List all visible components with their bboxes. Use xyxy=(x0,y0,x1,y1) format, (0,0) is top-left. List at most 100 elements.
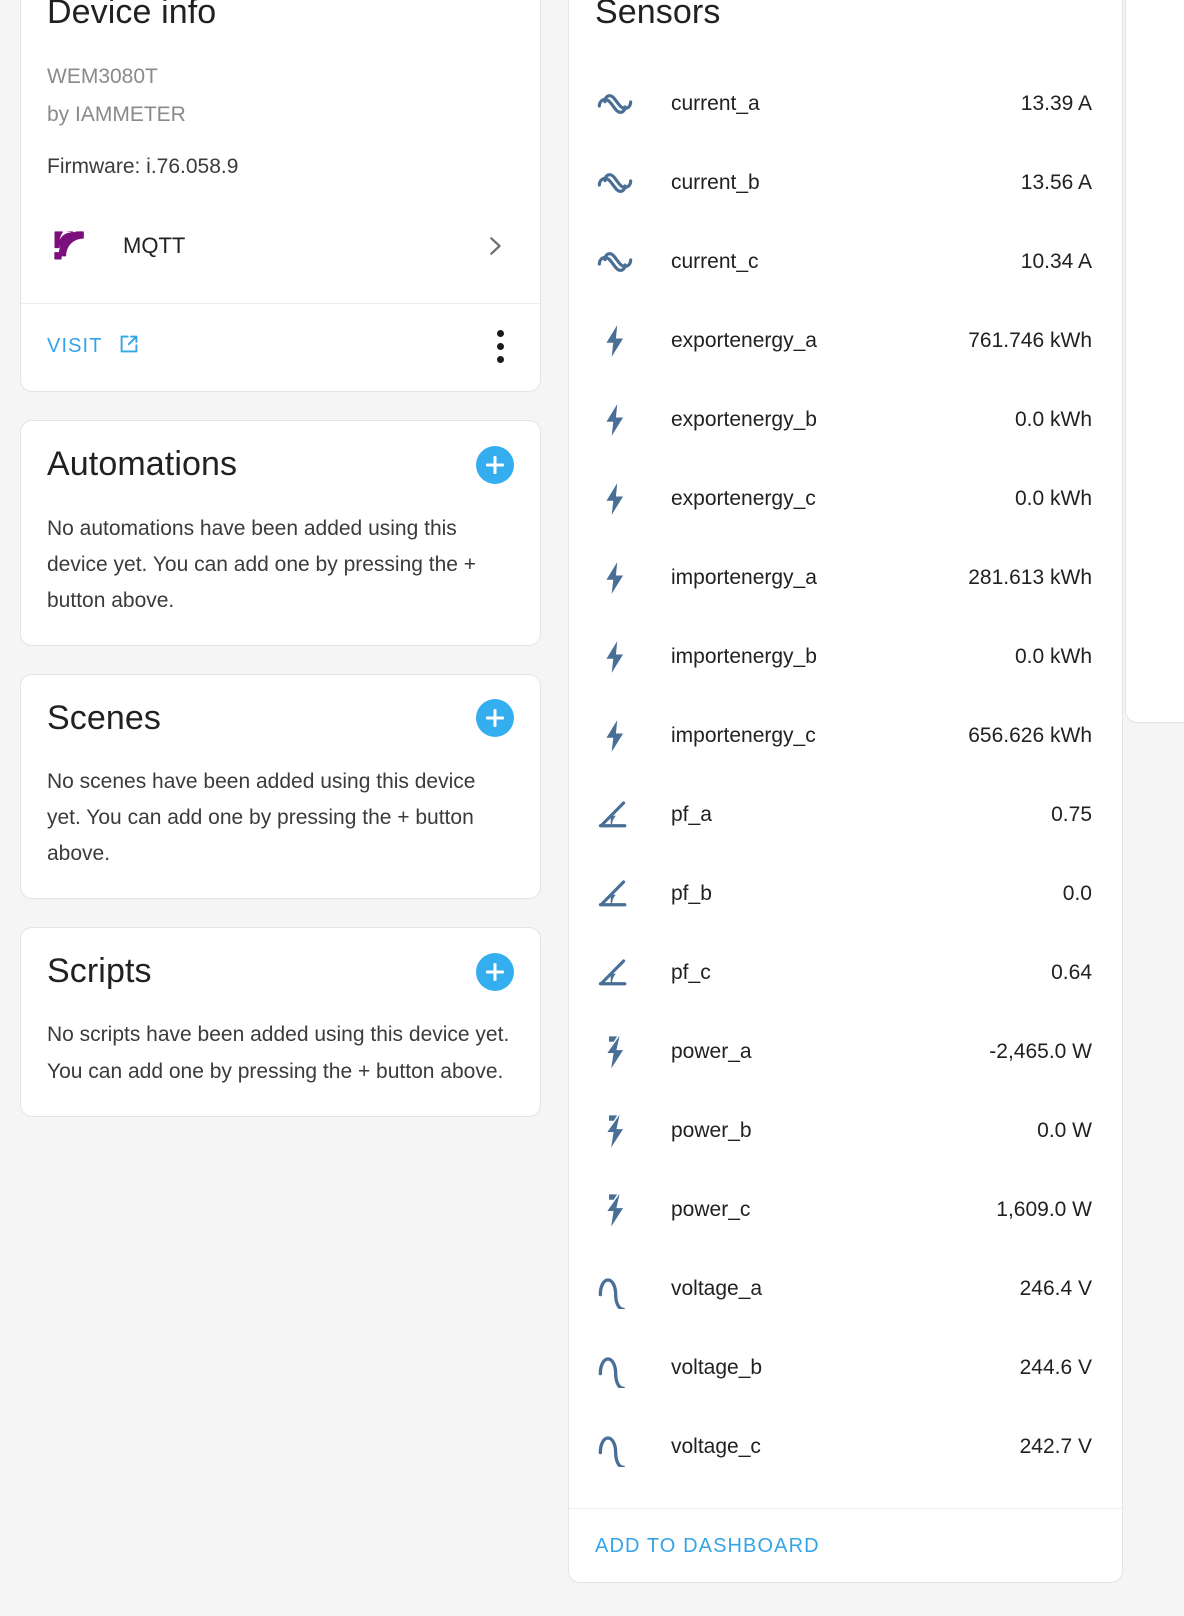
sensor-row[interactable]: exportenergy_c 0.0 kWh xyxy=(569,459,1122,538)
sensor-name: exportenergy_b xyxy=(671,407,817,431)
device-info-body: Device info WEM3080T by IAMMETER Firmwar… xyxy=(21,0,540,303)
scenes-title: Scenes xyxy=(47,698,162,737)
sensor-row[interactable]: current_b 13.56 A xyxy=(569,143,1122,222)
sensor-value: 246.4 V xyxy=(1019,1276,1092,1300)
mqtt-icon xyxy=(47,223,93,269)
add-automation-button[interactable] xyxy=(476,446,514,485)
sensors-header: Sensors xyxy=(569,0,1122,32)
sensor-name: exportenergy_c xyxy=(671,486,816,510)
automations-title: Automations xyxy=(47,445,238,484)
sensor-name: voltage_c xyxy=(671,1434,761,1458)
sensor-value: 0.0 W xyxy=(1037,1118,1092,1142)
sensor-row[interactable]: power_b 0.0 W xyxy=(569,1091,1122,1170)
sensor-name: power_b xyxy=(671,1118,752,1142)
sensor-name: importenergy_b xyxy=(671,644,817,668)
left-column: Device info WEM3080T by IAMMETER Firmwar… xyxy=(20,0,541,1145)
sensors-title: Sensors xyxy=(595,0,721,31)
sensor-row[interactable]: current_c 10.34 A xyxy=(569,222,1122,301)
add-to-dashboard-button[interactable]: ADD TO DASHBOARD xyxy=(595,1535,820,1558)
sine-wave-icon xyxy=(593,1269,637,1309)
sensor-row[interactable]: power_c 1,609.0 W xyxy=(569,1170,1122,1249)
offscreen-card xyxy=(1125,0,1184,723)
visit-button[interactable]: VISIT xyxy=(47,332,141,362)
middle-column: Sensors current_a 13.39 A current_b 13.56 A… xyxy=(568,0,1123,1611)
sensor-row[interactable]: current_a 13.39 A xyxy=(569,64,1122,143)
device-model: WEM3080T xyxy=(47,65,158,89)
scenes-empty-text: No scenes have been added using this dev… xyxy=(47,770,476,866)
sensor-value: 0.0 kWh xyxy=(1014,486,1092,510)
more-vertical-icon[interactable] xyxy=(487,324,514,369)
sensor-value: 656.626 kWh xyxy=(968,723,1092,747)
sensors-card: Sensors current_a 13.39 A current_b 13.56 A… xyxy=(568,0,1123,1584)
sensor-value: 0.0 xyxy=(1062,881,1092,905)
device-info-actions: VISIT xyxy=(21,303,540,391)
angle-acute-icon xyxy=(593,796,637,834)
sensor-value: 0.64 xyxy=(1051,960,1092,984)
sensor-name: voltage_b xyxy=(671,1355,763,1379)
sensor-value: 244.6 V xyxy=(1019,1355,1092,1379)
current-ac-icon xyxy=(593,163,637,203)
sensor-name: power_a xyxy=(671,1039,752,1063)
scenes-header: Scenes xyxy=(47,699,514,738)
sensor-row[interactable]: pf_c 0.64 xyxy=(569,933,1122,1012)
sensor-row[interactable]: voltage_c 242.7 V xyxy=(569,1407,1122,1486)
sensor-name: pf_a xyxy=(671,802,712,826)
flash-icon xyxy=(593,1112,637,1150)
lightning-bolt-icon xyxy=(593,480,637,518)
current-ac-icon xyxy=(593,242,637,282)
visit-label: VISIT xyxy=(47,335,103,358)
sensor-row[interactable]: voltage_b 244.6 V xyxy=(569,1328,1122,1407)
add-script-button[interactable] xyxy=(476,952,514,991)
scripts-body: Scripts No scripts have been added using… xyxy=(21,928,540,1115)
sensor-row[interactable]: exportenergy_a 761.746 kWh xyxy=(569,301,1122,380)
add-scene-button[interactable] xyxy=(476,699,514,738)
sensor-name: current_b xyxy=(671,170,760,194)
integration-row-mqtt[interactable]: MQTT xyxy=(47,219,514,277)
sensor-value: -2,465.0 W xyxy=(989,1039,1092,1063)
sensor-value: 0.75 xyxy=(1051,802,1092,826)
lightning-bolt-icon xyxy=(593,559,637,597)
sensor-name: current_c xyxy=(671,249,759,273)
sensor-row[interactable]: importenergy_a 281.613 kWh xyxy=(569,538,1122,617)
sine-wave-icon xyxy=(593,1427,637,1467)
angle-acute-icon xyxy=(593,875,637,913)
sensor-row[interactable]: voltage_a 246.4 V xyxy=(569,1249,1122,1328)
lightning-bolt-icon xyxy=(593,322,637,360)
scenes-body: Scenes No scenes have been added using t… xyxy=(21,675,540,898)
sensor-row[interactable]: importenergy_b 0.0 kWh xyxy=(569,617,1122,696)
sensor-name: power_c xyxy=(671,1197,751,1221)
sensor-value: 242.7 V xyxy=(1019,1434,1092,1458)
scripts-card: Scripts No scripts have been added using… xyxy=(20,927,541,1117)
sensor-row[interactable]: exportenergy_b 0.0 kWh xyxy=(569,380,1122,459)
sensor-name: importenergy_c xyxy=(671,723,816,747)
sensor-value: 13.56 A xyxy=(1020,170,1092,194)
sensor-value: 281.613 kWh xyxy=(968,565,1092,589)
sensor-name: exportenergy_a xyxy=(671,328,817,352)
scripts-title: Scripts xyxy=(47,952,152,991)
device-manufacturer: by IAMMETER xyxy=(47,102,186,126)
sensor-value: 761.746 kWh xyxy=(968,328,1092,352)
lightning-bolt-icon xyxy=(593,401,637,439)
sensor-row[interactable]: pf_b 0.0 xyxy=(569,854,1122,933)
integration-label: MQTT xyxy=(123,233,186,259)
kebab-dot xyxy=(497,330,504,338)
scripts-empty-text: No scripts have been added using this de… xyxy=(47,1023,510,1083)
angle-acute-icon xyxy=(593,954,637,992)
sensor-name: pf_b xyxy=(671,881,712,905)
device-info-title: Device info xyxy=(47,0,217,31)
automations-body: Automations No automations have been add… xyxy=(21,421,540,644)
lightning-bolt-icon xyxy=(593,638,637,676)
flash-icon xyxy=(593,1191,637,1229)
sensor-value: 13.39 A xyxy=(1020,91,1092,115)
sensor-row[interactable]: pf_a 0.75 xyxy=(569,775,1122,854)
sensors-footer: ADD TO DASHBOARD xyxy=(569,1508,1122,1582)
chevron-right-icon[interactable] xyxy=(482,233,508,259)
sensor-row[interactable]: power_a -2,465.0 W xyxy=(569,1012,1122,1091)
sensor-row[interactable]: importenergy_c 656.626 kWh xyxy=(569,696,1122,775)
sensor-name: voltage_a xyxy=(671,1276,763,1300)
automations-empty-text: No automations have been added using thi… xyxy=(47,516,477,612)
scenes-card: Scenes No scenes have been added using t… xyxy=(20,673,541,900)
lightning-bolt-icon xyxy=(593,717,637,755)
